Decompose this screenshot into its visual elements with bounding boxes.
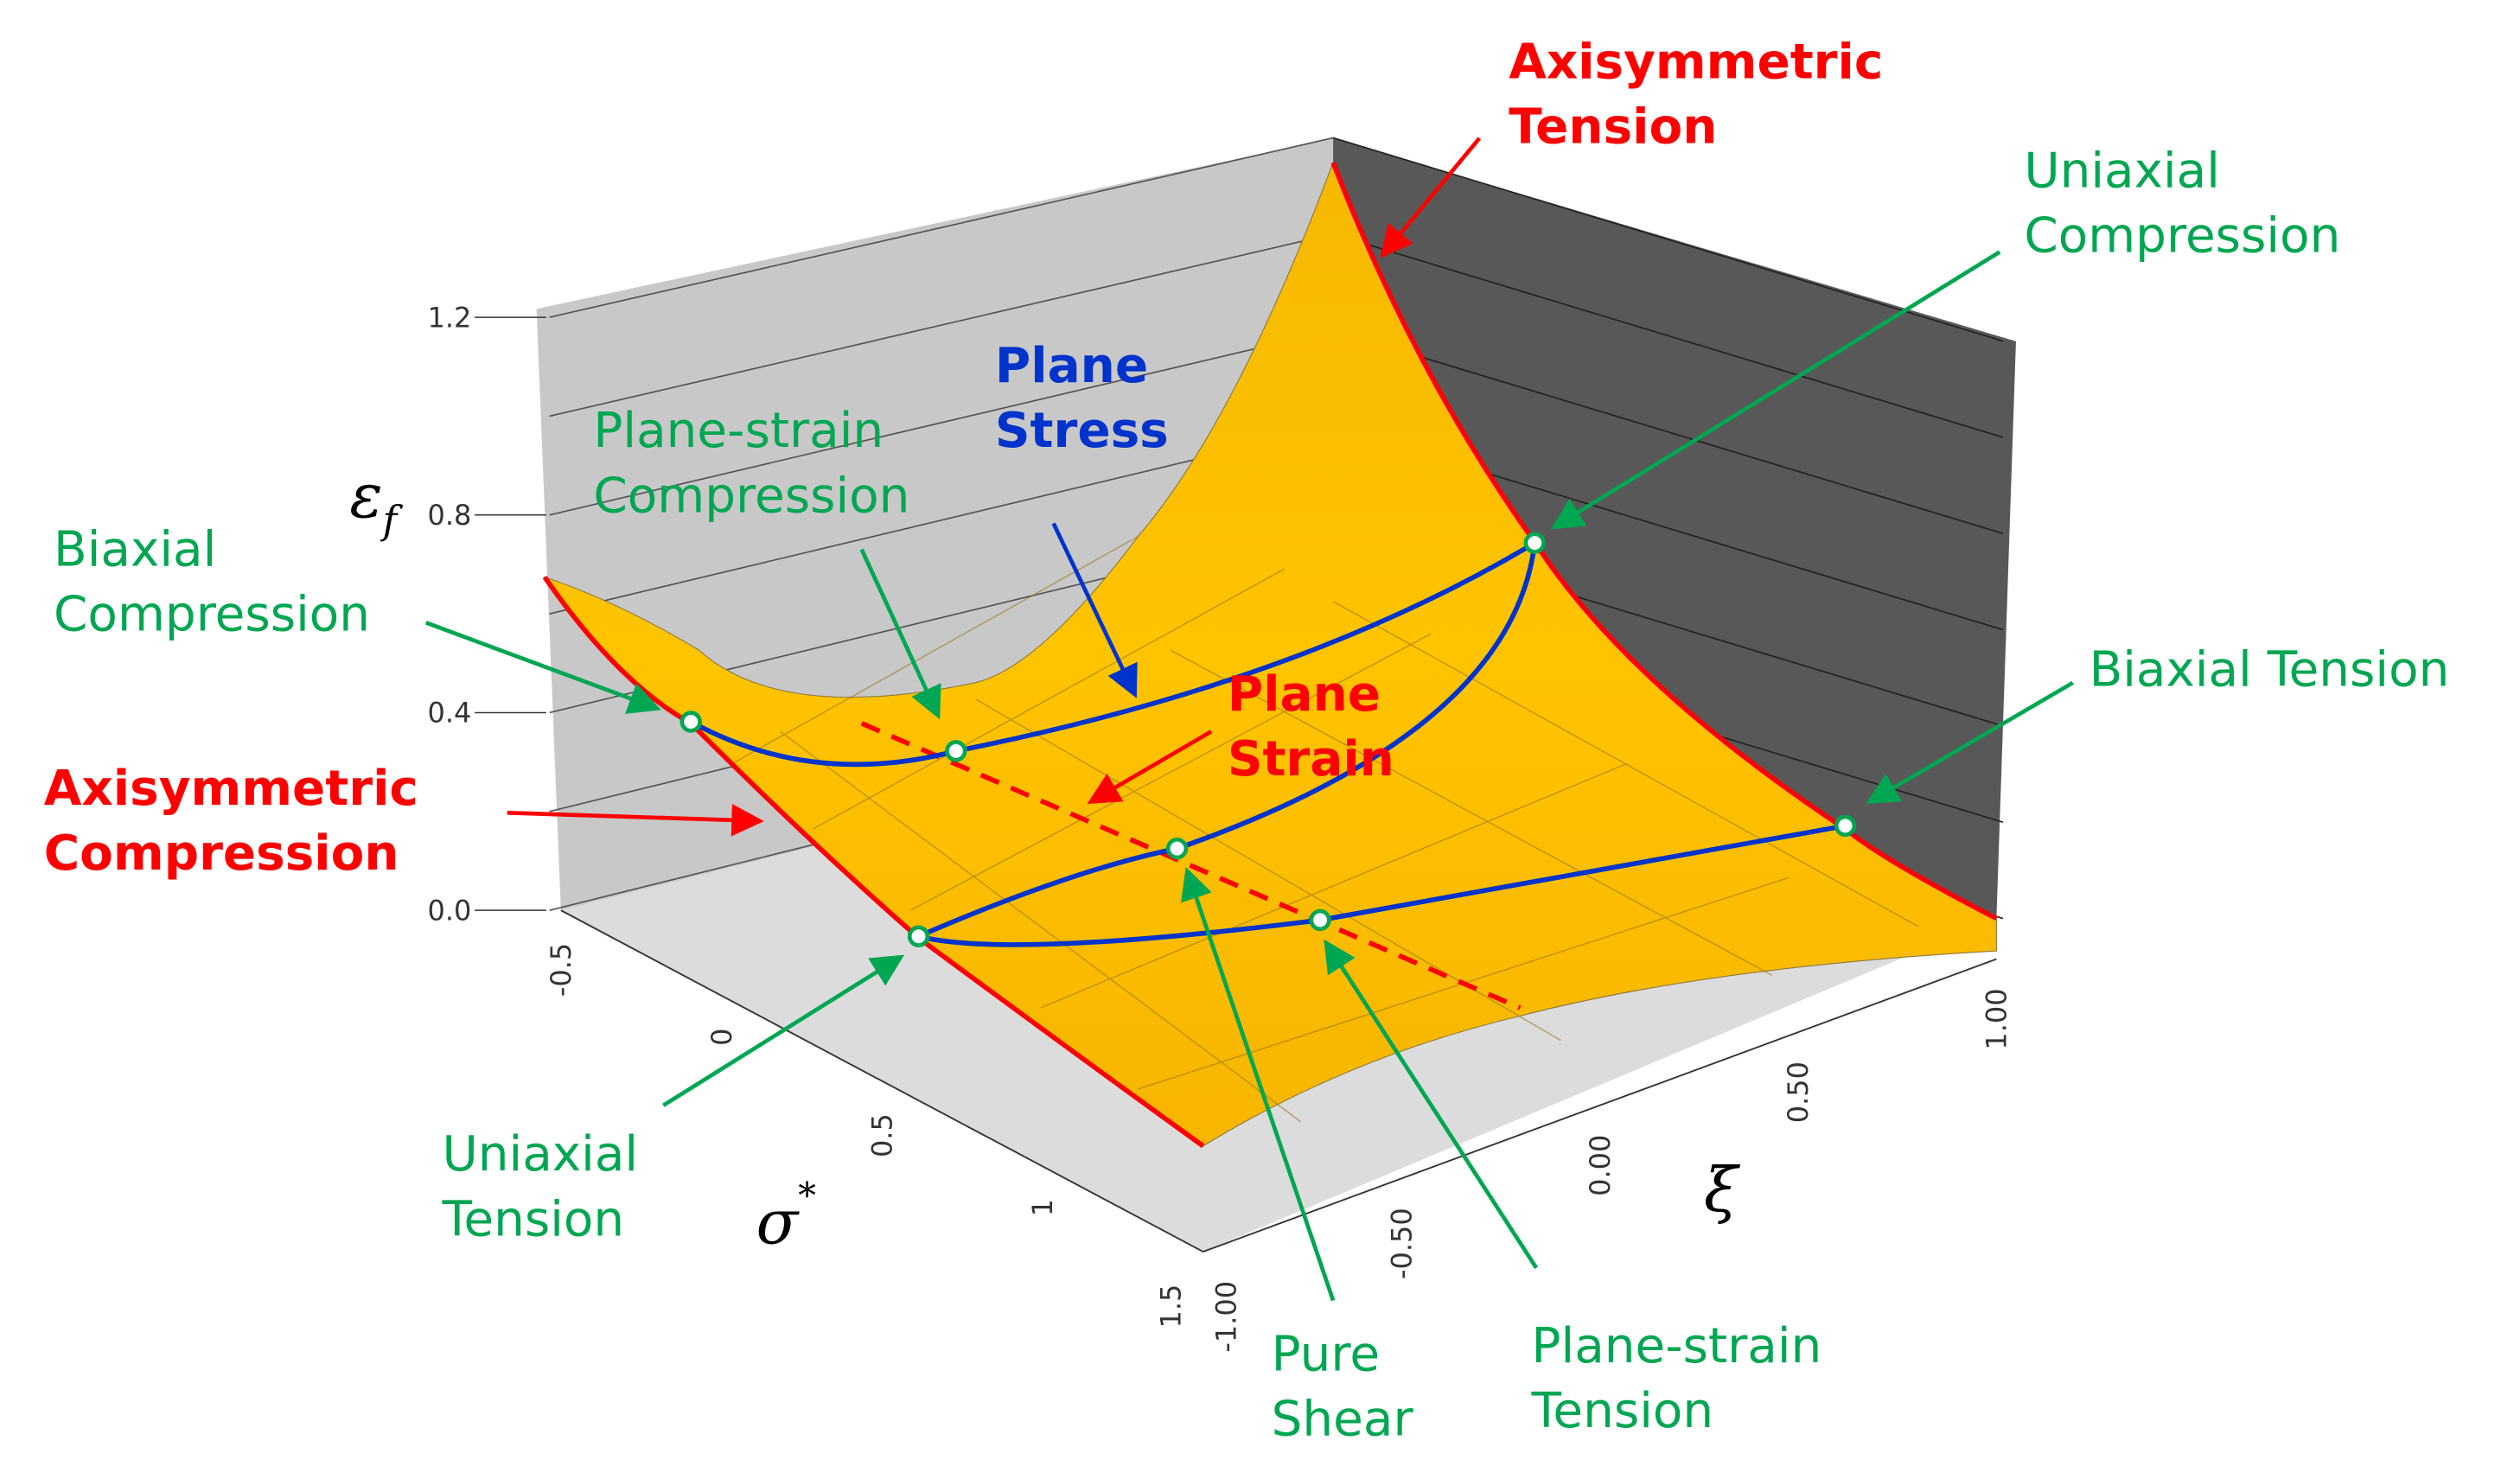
- uniaxial-tension-point: [907, 925, 930, 947]
- left-wall-gridline: [549, 233, 1334, 417]
- right-wall-gridline: [1332, 233, 2004, 438]
- xi-axis-title: ξ: [1704, 1154, 1741, 1226]
- z-tick-label: 1.2: [428, 301, 472, 334]
- pure-shear-point: [1165, 837, 1189, 860]
- arrow-biaxial-compression: [424, 621, 661, 714]
- label-plane-strain-tension: Plane-strain Tension: [1531, 1318, 1822, 1439]
- plane-stress-curve-lower: [917, 823, 1846, 947]
- xi-tick-label: -1.00: [1209, 1281, 1242, 1353]
- z-tick-label: 0.8: [428, 499, 472, 532]
- label-plane-strain-compression: Plane-strain Compression: [593, 403, 909, 524]
- label-axisym-tension: Axisymmetric Tension: [1509, 34, 1883, 155]
- label-uniaxial-tension: Uniaxial Tension: [442, 1126, 639, 1247]
- sigma-tick-label: 0: [705, 1028, 738, 1045]
- surface-mesh-line: [1040, 763, 1626, 1009]
- left-wall-gridline: [549, 329, 1334, 516]
- arrow-pure-shear: [1180, 866, 1336, 1302]
- biaxial-tension-point: [1834, 814, 1857, 838]
- arrow-plane-strain: [1087, 730, 1213, 804]
- surface-mesh-line: [730, 535, 1139, 765]
- surface-mesh-line: [909, 633, 1432, 911]
- sigma-axis-title: σ*: [756, 1175, 816, 1258]
- surface-mesh-line: [812, 568, 1286, 830]
- surface-mesh-line: [1332, 601, 1919, 927]
- right-wall-gridline: [1332, 329, 2004, 535]
- sigma-tick-label: 1.5: [1154, 1284, 1187, 1329]
- label-uniaxial-compression: Uniaxial Compression: [2024, 143, 2340, 264]
- sigma-tick-label: -0.5: [545, 943, 577, 997]
- axisymmetric-compression-edge: [542, 576, 1205, 1149]
- label-plane-stress: Plane Stress: [995, 338, 1169, 459]
- sigma-tick-label: 0.5: [866, 1113, 899, 1157]
- arrow-axisym-compression: [507, 803, 764, 837]
- plane-stress-curve-mid: [917, 542, 1538, 939]
- arrow-biaxial-tension: [1866, 680, 2074, 805]
- z-tick-label: 0.4: [428, 697, 472, 730]
- z-tick-label: 0.0: [428, 894, 472, 927]
- right-wall-gridline: [1332, 137, 2004, 342]
- surface-mesh-line: [780, 730, 1301, 1123]
- label-biaxial-tension: Biaxial Tension: [2089, 642, 2450, 698]
- xi-tick-label: 1.00: [1981, 988, 2013, 1049]
- arrow-plane-strain-tension: [1324, 939, 1539, 1270]
- plane-strain-line: [860, 721, 1522, 1010]
- xi-axis-line: [1203, 958, 1997, 1252]
- label-pure-shear: Pure Shear: [1272, 1326, 1414, 1447]
- arrow-axisym-tension: [1380, 137, 1482, 258]
- label-biaxial-compression: Biaxial Compression: [54, 521, 370, 642]
- arrow-plane-strain-compression: [859, 548, 941, 720]
- arrow-uniaxial-tension: [662, 954, 905, 1107]
- sigma-tick-label: 1: [1026, 1199, 1059, 1216]
- label-plane-strain: Plane Strain: [1228, 666, 1394, 787]
- plane-strain-compression-point: [945, 740, 967, 762]
- xi-tick-label: 0.50: [1782, 1061, 1815, 1123]
- sigma-axis-line: [560, 909, 1204, 1252]
- xi-tick-label: 0.00: [1584, 1135, 1617, 1196]
- axisymmetric-tension-edge: [1330, 162, 1998, 921]
- plane-stress-curve-upper: [689, 540, 1536, 768]
- arrow-uniaxial-compression: [1550, 250, 2001, 530]
- xi-tick-label: -0.50: [1385, 1208, 1418, 1279]
- uniaxial-compression-point: [1523, 532, 1546, 554]
- biaxial-compression-point: [679, 711, 702, 733]
- arrow-plane-stress: [1051, 522, 1138, 698]
- plane-strain-tension-point: [1309, 908, 1331, 932]
- z-axis-title: εf: [349, 460, 403, 543]
- surface-mesh-line: [1170, 649, 1773, 977]
- left-wall-gridline: [549, 137, 1334, 318]
- label-axisym-compression: Axisymmetric Compression: [44, 761, 418, 882]
